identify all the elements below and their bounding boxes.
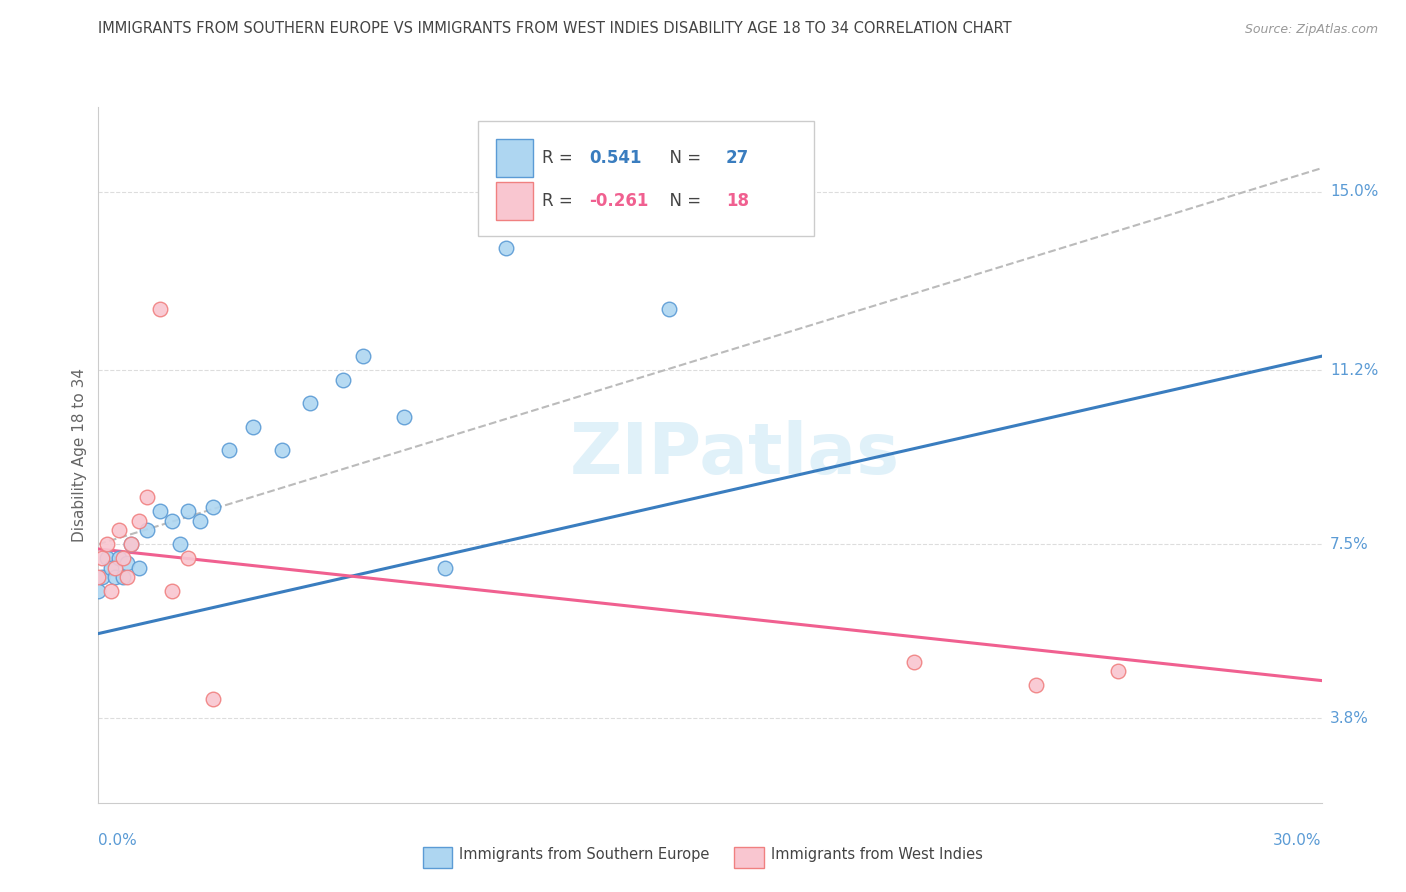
- Point: [100, 560, 122, 574]
- Text: 15.0%: 15.0%: [1330, 184, 1378, 199]
- Point: [332, 373, 354, 387]
- Text: 30.0%: 30.0%: [1274, 833, 1322, 848]
- Point: [100, 584, 122, 599]
- FancyBboxPatch shape: [478, 121, 814, 235]
- Point: [160, 514, 183, 528]
- Text: 0.541: 0.541: [589, 149, 641, 167]
- Point: [96, 537, 118, 551]
- Point: [270, 443, 294, 458]
- Point: [128, 560, 150, 574]
- Text: IMMIGRANTS FROM SOUTHERN EUROPE VS IMMIGRANTS FROM WEST INDIES DISABILITY AGE 18: IMMIGRANTS FROM SOUTHERN EUROPE VS IMMIG…: [98, 21, 1012, 36]
- Point: [177, 551, 200, 566]
- Point: [201, 692, 224, 706]
- Point: [169, 537, 191, 551]
- Point: [392, 410, 416, 425]
- Point: [108, 523, 131, 537]
- Text: R =: R =: [543, 192, 578, 210]
- Point: [136, 490, 159, 504]
- Point: [1025, 678, 1047, 692]
- Point: [120, 537, 142, 551]
- Point: [115, 570, 138, 584]
- Point: [111, 551, 134, 566]
- Point: [136, 523, 159, 537]
- Point: [87, 570, 110, 584]
- Point: [91, 551, 114, 566]
- Text: 7.5%: 7.5%: [1330, 537, 1368, 552]
- Text: R =: R =: [543, 149, 578, 167]
- Point: [1107, 664, 1129, 678]
- Text: N =: N =: [658, 192, 706, 210]
- Point: [149, 504, 172, 518]
- Bar: [496, 182, 533, 220]
- Point: [903, 655, 925, 669]
- Text: 18: 18: [725, 192, 749, 210]
- Text: 27: 27: [725, 149, 749, 167]
- Point: [299, 396, 322, 410]
- Point: [658, 302, 681, 317]
- Text: ZIPatlas: ZIPatlas: [569, 420, 900, 490]
- Text: 3.8%: 3.8%: [1330, 711, 1369, 726]
- Text: -0.261: -0.261: [589, 192, 648, 210]
- Text: 11.2%: 11.2%: [1330, 363, 1378, 378]
- Point: [160, 584, 183, 599]
- Point: [87, 584, 110, 599]
- Point: [120, 537, 142, 551]
- Point: [128, 514, 150, 528]
- Point: [108, 551, 131, 566]
- Point: [91, 570, 114, 584]
- Text: 0.0%: 0.0%: [98, 833, 138, 848]
- Point: [352, 349, 374, 363]
- Text: Immigrants from Southern Europe: Immigrants from Southern Europe: [460, 847, 710, 863]
- Point: [201, 500, 224, 514]
- Text: Source: ZipAtlas.com: Source: ZipAtlas.com: [1244, 22, 1378, 36]
- Bar: [496, 138, 533, 177]
- Point: [218, 443, 240, 458]
- Point: [177, 504, 200, 518]
- Point: [434, 560, 457, 574]
- Y-axis label: Disability Age 18 to 34: Disability Age 18 to 34: [72, 368, 87, 542]
- Point: [242, 419, 264, 434]
- Bar: [423, 847, 451, 868]
- Point: [115, 556, 138, 570]
- Bar: [734, 847, 763, 868]
- Text: N =: N =: [658, 149, 706, 167]
- Point: [104, 570, 127, 584]
- Point: [104, 560, 127, 574]
- Point: [111, 570, 134, 584]
- Point: [188, 514, 212, 528]
- Point: [495, 241, 517, 255]
- Point: [96, 551, 118, 566]
- Text: Immigrants from West Indies: Immigrants from West Indies: [772, 847, 983, 863]
- Point: [149, 302, 172, 317]
